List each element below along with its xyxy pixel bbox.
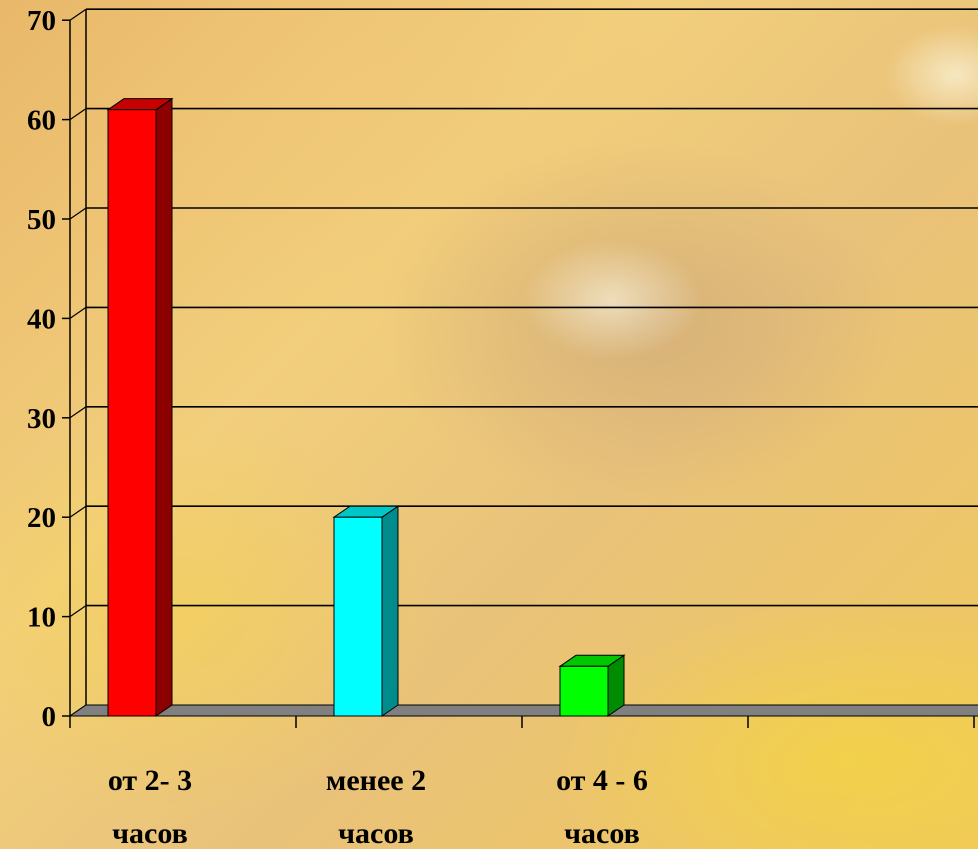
bar-front xyxy=(107,109,157,717)
gridline-connector xyxy=(69,306,87,319)
bar-side xyxy=(381,505,399,717)
bar-front xyxy=(559,665,609,717)
gridline-connector xyxy=(69,8,87,21)
y-tick-label: 20 xyxy=(27,502,56,534)
x-category-label: от 4 - 6 xyxy=(556,764,648,797)
axes xyxy=(62,9,978,728)
gridline-connector xyxy=(69,108,87,121)
x-category-label: часов xyxy=(338,817,414,849)
bar xyxy=(332,505,400,717)
gridline-connector xyxy=(69,505,87,518)
y-tick-label: 70 xyxy=(27,5,56,37)
y-tick-label: 60 xyxy=(27,105,56,137)
y-tick-label: 10 xyxy=(27,602,56,634)
gridline-connector xyxy=(69,605,87,618)
x-category-label: от 2- 3 xyxy=(108,764,192,797)
gridline-connector xyxy=(69,207,87,220)
chart-floor xyxy=(68,704,978,717)
y-tick-label: 30 xyxy=(27,403,56,435)
x-category-label: менее 2 xyxy=(326,764,426,797)
y-tick-labels: 0 10 20 30 40 50 60 70 xyxy=(27,5,56,733)
bar xyxy=(106,97,174,717)
x-category-label: часов xyxy=(564,817,640,849)
bar-side xyxy=(155,97,173,717)
y-tick-label: 40 xyxy=(27,303,56,335)
bar xyxy=(558,654,626,717)
y-tick-label: 0 xyxy=(42,701,57,733)
gridlines xyxy=(69,8,978,717)
x-category-labels: от 2- 3 часов менее 2 часов от 4 - 6 часов xyxy=(108,764,648,849)
gridline-connector xyxy=(69,406,87,419)
x-category-label: часов xyxy=(112,817,188,849)
y-tick-label: 50 xyxy=(27,204,56,236)
bars xyxy=(106,97,626,717)
bar-front xyxy=(333,516,383,717)
